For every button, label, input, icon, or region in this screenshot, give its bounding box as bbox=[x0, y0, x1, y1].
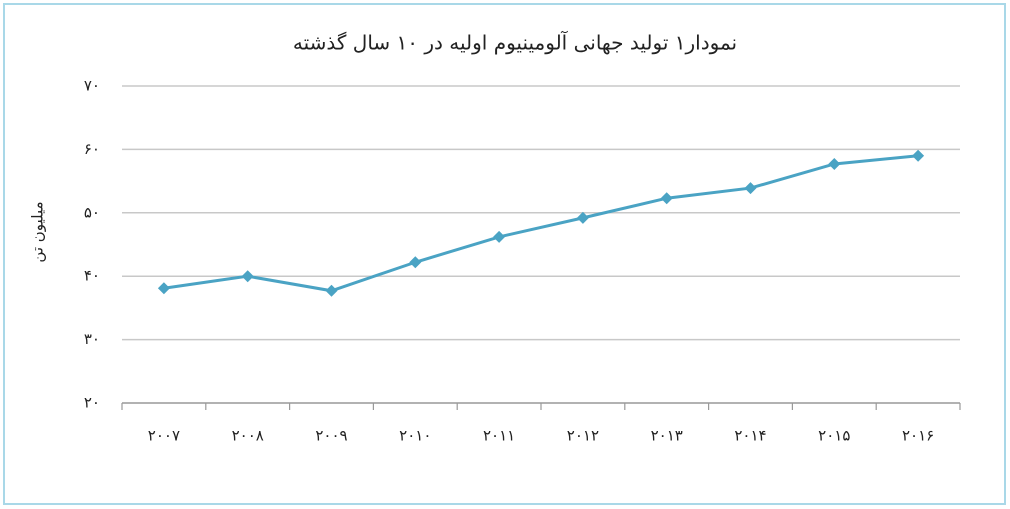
frame bbox=[3, 3, 1006, 505]
y-tick-label: ۷۰ bbox=[84, 77, 100, 95]
marker bbox=[660, 192, 673, 205]
x-tick-label: ۲۰۰۹ bbox=[315, 427, 347, 445]
y-tick-label: ۴۰ bbox=[84, 267, 100, 285]
marker bbox=[912, 149, 925, 162]
x-tick-label: ۲۰۱۱ bbox=[483, 427, 515, 445]
marker bbox=[241, 270, 254, 283]
y-tick-label: ۳۰ bbox=[84, 330, 100, 348]
x-tick-label: ۲۰۰۷ bbox=[148, 427, 180, 445]
y-tick-label: ۲۰ bbox=[84, 394, 100, 412]
x-tick-label: ۲۰۱۳ bbox=[651, 427, 683, 445]
x-tick-label: ۲۰۱۲ bbox=[567, 427, 599, 445]
y-axis-label: میلیون تن bbox=[29, 201, 47, 262]
x-tick-label: ۲۰۱۴ bbox=[734, 427, 766, 445]
x-tick-label: ۲۰۰۸ bbox=[232, 427, 264, 445]
y-tick-label: ۶۰ bbox=[84, 140, 100, 158]
x-tick-label: ۲۰۱۰ bbox=[399, 427, 431, 445]
marker bbox=[157, 282, 170, 295]
marker bbox=[493, 230, 506, 243]
marker bbox=[828, 157, 841, 170]
marker bbox=[744, 182, 757, 195]
x-tick-label: ۲۰۱۶ bbox=[902, 427, 934, 445]
x-tick-label: ۲۰۱۵ bbox=[818, 427, 850, 445]
chart-title: نمودار۱ تولید جهانی آلومینیوم اولیه در ۱… bbox=[293, 30, 737, 55]
marker bbox=[576, 211, 589, 224]
marker bbox=[409, 256, 422, 269]
y-tick-label: ۵۰ bbox=[84, 203, 100, 221]
line bbox=[163, 154, 919, 293]
marker bbox=[325, 284, 338, 297]
